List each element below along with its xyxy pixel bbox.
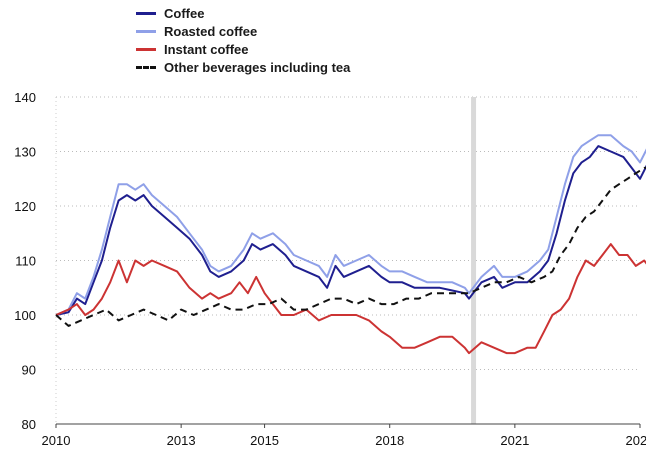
legend-swatch-instant-coffee bbox=[136, 47, 156, 51]
legend-label-instant-coffee: Instant coffee bbox=[164, 41, 249, 57]
y-tick-label-120: 120 bbox=[14, 199, 36, 214]
legend-swatch-other-beverages bbox=[136, 65, 156, 69]
legend-label-coffee: Coffee bbox=[164, 5, 205, 21]
y-tick-label-100: 100 bbox=[14, 308, 36, 323]
legend-swatch-roasted-coffee bbox=[136, 29, 156, 33]
x-tick-label-2010: 2010 bbox=[42, 433, 71, 448]
y-tick-label-90: 90 bbox=[22, 363, 36, 378]
y-tick-label-110: 110 bbox=[15, 254, 36, 269]
legend: Coffee Roasted coffee Instant coffee Oth… bbox=[136, 4, 350, 76]
legend-swatch-coffee bbox=[136, 11, 156, 15]
y-tick-label-130: 130 bbox=[14, 145, 36, 160]
series-line-other-beverages-including-tea bbox=[55, 166, 646, 327]
legend-item-roasted-coffee: Roasted coffee bbox=[136, 22, 350, 40]
x-tick-label-2021: 2021 bbox=[500, 433, 529, 448]
legend-label-other-beverages: Other beverages including tea bbox=[164, 59, 351, 75]
legend-item-other-beverages: Other beverages including tea bbox=[136, 58, 350, 76]
series-line-instant-coffee bbox=[55, 243, 646, 355]
x-tick-label-2015: 2015 bbox=[250, 433, 279, 448]
series-line-roasted-coffee bbox=[55, 134, 646, 316]
legend-label-roasted-coffee: Roasted coffee bbox=[164, 23, 258, 39]
x-tick-label-2018: 2018 bbox=[375, 433, 404, 448]
x-tick-label-2013: 2013 bbox=[167, 433, 196, 448]
y-tick-label-80: 80 bbox=[22, 417, 36, 432]
series-line-coffee bbox=[55, 145, 646, 316]
legend-item-coffee: Coffee bbox=[136, 4, 350, 22]
x-tick-label-2024: 2024 bbox=[626, 433, 646, 448]
legend-item-instant-coffee: Instant coffee bbox=[136, 40, 350, 58]
y-tick-label-140: 140 bbox=[14, 90, 36, 105]
shaded-band bbox=[471, 97, 477, 424]
